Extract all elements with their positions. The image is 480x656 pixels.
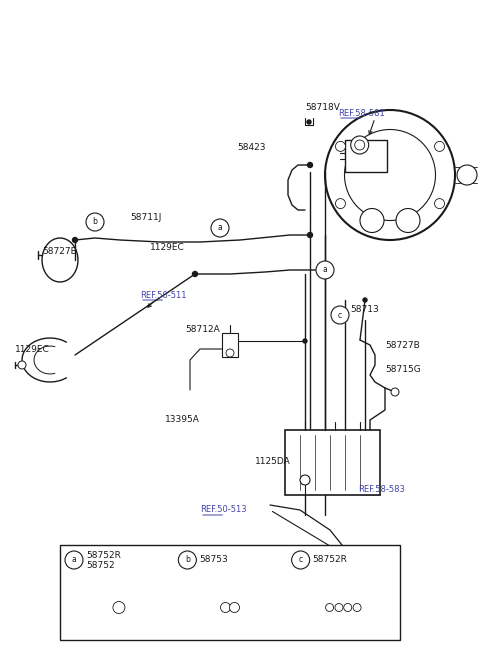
Text: a: a (217, 224, 222, 232)
Circle shape (308, 163, 312, 167)
Text: 58718V: 58718V (305, 104, 340, 112)
Circle shape (226, 349, 234, 357)
Circle shape (300, 475, 310, 485)
Circle shape (355, 560, 365, 570)
FancyBboxPatch shape (222, 333, 238, 357)
Circle shape (72, 237, 77, 243)
Text: 58712A: 58712A (185, 325, 220, 335)
Circle shape (363, 298, 367, 302)
FancyBboxPatch shape (345, 140, 387, 172)
Text: REF.58-583: REF.58-583 (358, 485, 405, 495)
Circle shape (434, 199, 444, 209)
FancyBboxPatch shape (60, 545, 400, 640)
Text: 58752: 58752 (86, 562, 115, 571)
Circle shape (351, 136, 369, 154)
Text: 13395A: 13395A (165, 415, 200, 424)
Polygon shape (335, 588, 373, 594)
Text: c: c (338, 310, 342, 319)
Circle shape (220, 602, 230, 613)
Circle shape (308, 232, 312, 237)
Text: 1129EC: 1129EC (150, 243, 185, 253)
Circle shape (335, 604, 343, 611)
Circle shape (355, 140, 365, 150)
Circle shape (303, 339, 307, 343)
FancyBboxPatch shape (285, 430, 380, 495)
Circle shape (86, 213, 104, 231)
Circle shape (307, 120, 311, 124)
Circle shape (457, 165, 477, 185)
Circle shape (292, 551, 310, 569)
Circle shape (229, 602, 240, 613)
Circle shape (396, 209, 420, 232)
Text: 58423: 58423 (237, 144, 265, 152)
Text: 58752R: 58752R (86, 550, 121, 560)
Circle shape (325, 110, 455, 240)
Text: 58753: 58753 (199, 556, 228, 565)
Text: 58727B: 58727B (385, 340, 420, 350)
Circle shape (192, 272, 197, 276)
Circle shape (434, 142, 444, 152)
Text: a: a (323, 266, 327, 274)
Text: a: a (72, 556, 76, 565)
Text: b: b (185, 556, 190, 565)
Circle shape (344, 604, 352, 611)
Text: c: c (299, 556, 303, 565)
Circle shape (336, 142, 346, 152)
Text: REF.50-513: REF.50-513 (200, 506, 247, 514)
Text: 58711J: 58711J (130, 213, 161, 222)
Text: 58715G: 58715G (385, 365, 421, 375)
Text: 1125DA: 1125DA (255, 457, 291, 466)
Circle shape (18, 361, 26, 369)
Circle shape (65, 551, 83, 569)
Text: 58752R: 58752R (312, 556, 348, 565)
Circle shape (391, 388, 399, 396)
Text: 58727B: 58727B (42, 247, 77, 256)
Polygon shape (212, 592, 248, 621)
Text: 58713: 58713 (350, 306, 379, 314)
Circle shape (360, 209, 384, 232)
Circle shape (325, 604, 334, 611)
Circle shape (113, 602, 125, 613)
Circle shape (345, 129, 435, 220)
Circle shape (323, 268, 327, 272)
Text: b: b (93, 218, 97, 226)
Polygon shape (99, 592, 135, 619)
Polygon shape (112, 586, 142, 592)
Circle shape (211, 219, 229, 237)
Circle shape (353, 604, 361, 611)
Text: 1129EC: 1129EC (15, 346, 50, 354)
Circle shape (331, 306, 349, 324)
Circle shape (179, 551, 196, 569)
Text: REF.50-511: REF.50-511 (140, 291, 187, 300)
Circle shape (316, 261, 334, 279)
Circle shape (336, 199, 346, 209)
Text: REF.58-581: REF.58-581 (338, 108, 385, 117)
Polygon shape (248, 586, 255, 621)
Polygon shape (319, 594, 368, 621)
